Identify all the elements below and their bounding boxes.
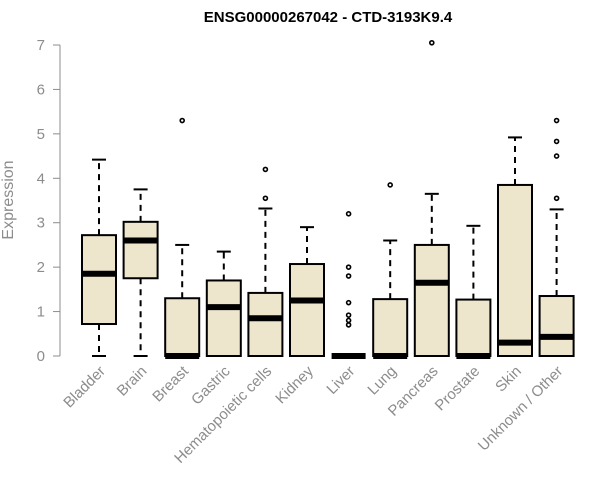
y-tick-label: 0 (37, 348, 45, 365)
outlier-point (345, 211, 352, 217)
box-group-4 (247, 166, 284, 358)
x-tick-label: Brain (114, 363, 151, 400)
outlier-point (553, 153, 560, 159)
box (413, 243, 450, 357)
x-tick-label: Skin (492, 363, 525, 396)
y-tick-label: 4 (37, 170, 45, 187)
y-tick-label: 2 (37, 259, 45, 276)
box (497, 183, 533, 357)
y-tick-label: 6 (37, 81, 45, 98)
outlier-point (553, 117, 560, 124)
y-tick-label: 3 (37, 215, 45, 232)
box-group-6 (331, 211, 366, 359)
y-tick-label: 7 (37, 37, 45, 54)
box (289, 263, 325, 358)
box (122, 220, 159, 280)
outlier-point (387, 182, 394, 188)
outlier-point (345, 273, 352, 279)
x-tick-label: Breast (149, 362, 192, 405)
box-group-8 (413, 39, 450, 357)
y-axis-label: Expression (0, 160, 17, 239)
outlier-point (553, 138, 560, 145)
box-group-1 (122, 188, 159, 357)
outlier-point (553, 195, 560, 202)
y-tick-label: 1 (37, 304, 45, 321)
outlier-point (345, 322, 352, 328)
box-group-5 (289, 226, 325, 358)
box-group-9 (455, 224, 492, 359)
x-tick-label: Kidney (272, 362, 317, 407)
outlier-point (262, 195, 269, 202)
outlier-point (345, 312, 352, 318)
box (164, 297, 201, 357)
outlier-point (262, 166, 269, 173)
outlier-point (428, 39, 435, 46)
outlier-point (179, 117, 185, 124)
y-tick-label: 5 (37, 126, 45, 143)
outlier-point (345, 317, 352, 324)
chart-title: ENSG00000267042 - CTD-3193K9.4 (204, 9, 453, 26)
x-tick-label: Lung (364, 363, 400, 399)
box (81, 234, 117, 326)
outlier-point (345, 264, 352, 270)
outlier-point (345, 299, 352, 306)
box (247, 291, 284, 358)
box (205, 279, 242, 358)
box (372, 298, 409, 358)
box (455, 298, 492, 357)
y-axis: 0 1 2 3 4 5 6 7 (37, 37, 61, 365)
box-group-0 (81, 158, 117, 357)
box-group-7 (372, 182, 409, 359)
box-group-10 (497, 136, 533, 357)
x-tick-label: Prostate (432, 363, 484, 415)
box-group-11 (538, 117, 575, 357)
box (538, 295, 575, 357)
plot-area (81, 39, 575, 359)
x-tick-label: Bladder (60, 363, 109, 412)
x-tick-label: Liver (323, 363, 358, 398)
box-group-2 (164, 117, 201, 359)
box-group-3 (205, 250, 242, 358)
